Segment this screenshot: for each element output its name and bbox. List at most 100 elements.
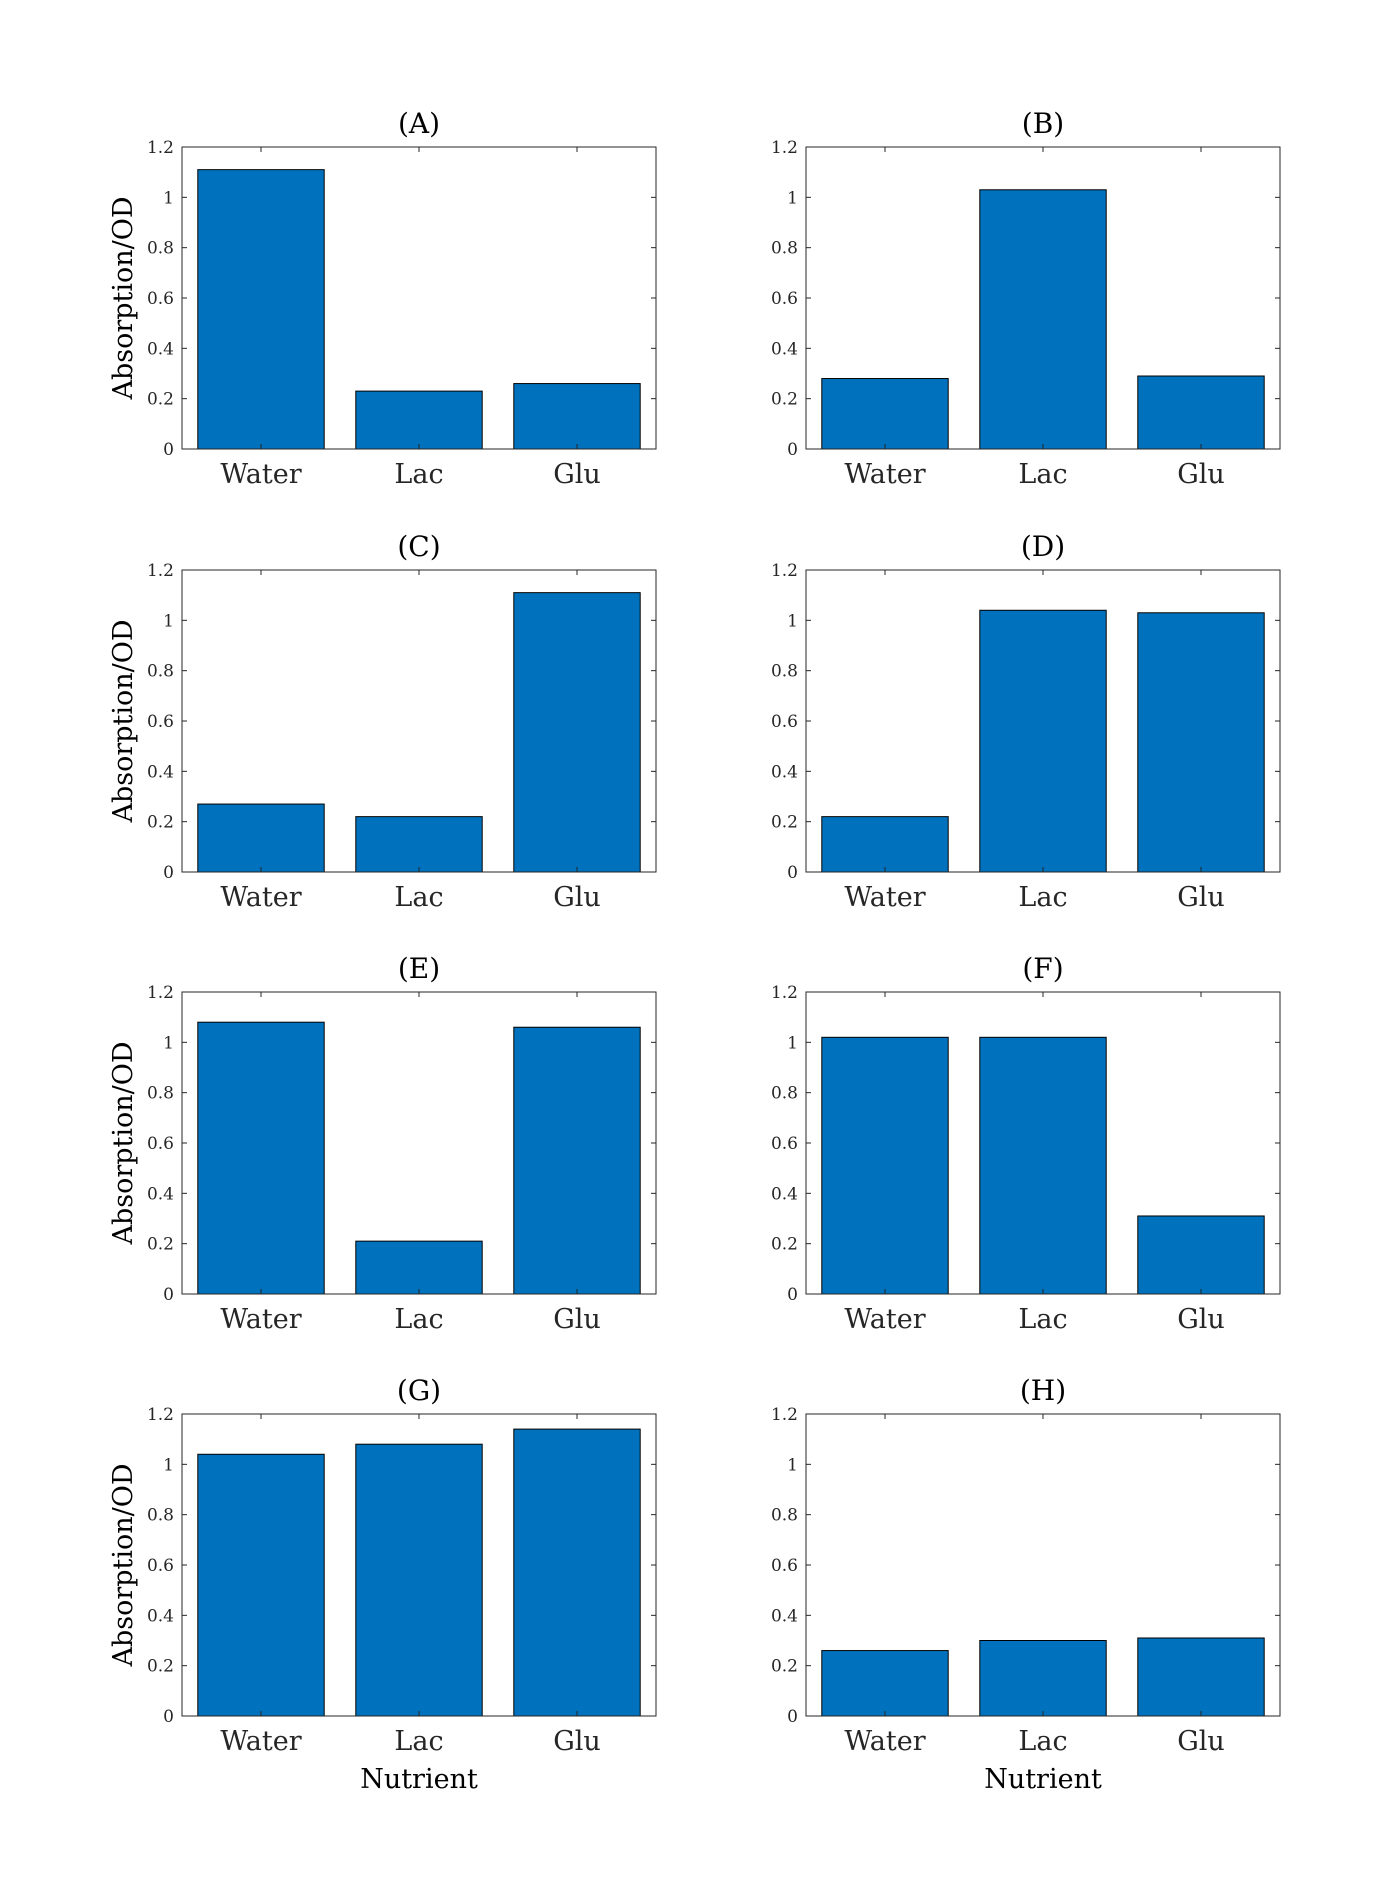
y-tick-label: 0.2 [147,1657,174,1677]
chart-title: (F) [1022,952,1063,985]
x-tick-label: Lac [394,459,443,490]
y-tick-label: 0.6 [771,712,798,732]
y-tick-label: 0.6 [771,289,798,309]
y-axis-label: Absorption/OD [108,1463,139,1667]
chart-title: (D) [1021,530,1065,563]
bar-water [822,1651,948,1716]
x-tick-label: Glu [1177,1304,1225,1335]
x-tick-label: Glu [553,882,601,913]
chart-title: (G) [397,1374,441,1407]
x-tick-label: Water [220,459,301,490]
bar-glu [514,1429,640,1716]
y-tick-label: 1.2 [771,561,798,581]
bar-water [822,817,948,872]
x-tick-label: Water [844,1304,925,1335]
x-tick-label: Lac [394,882,443,913]
chart-title: (E) [398,952,440,985]
y-tick-label: 0.4 [771,762,798,782]
y-tick-label: 0.8 [771,1084,798,1104]
y-tick-label: 0.2 [771,813,798,833]
y-tick-label: 0.8 [771,239,798,259]
bar-lac [980,610,1106,872]
bar-lac [980,190,1106,449]
y-tick-label: 1 [163,1033,174,1053]
y-tick-label: 1.2 [147,983,174,1003]
bar-water [198,1022,324,1294]
y-axis-label: Absorption/OD [108,1041,139,1245]
subplot-c: (C) 0 0.2 0.4 0.6 0.8 1 1.2 Water Lac Glu Absorptio… [108,530,656,913]
y-tick-label: 0 [787,863,798,883]
chart-title: (C) [397,530,440,563]
bar-water [822,1037,948,1294]
y-tick-label: 1.2 [147,561,174,581]
y-tick-label: 0.6 [147,289,174,309]
subplot-b: (B) 0 0.2 0.4 0.6 0.8 1 1.2 Water Lac Glu [771,107,1280,490]
y-tick-label: 0.8 [147,1506,174,1526]
x-tick-label: Glu [1177,459,1225,490]
bar-glu [514,384,640,449]
x-tick-label: Lac [394,1304,443,1335]
y-tick-label: 1 [163,611,174,631]
y-tick-label: 1.2 [771,983,798,1003]
y-axis-label: Absorption/OD [108,196,139,400]
chart-title: (H) [1020,1374,1066,1407]
y-tick-label: 1 [787,188,798,208]
x-tick-label: Lac [1018,1726,1067,1757]
bar-glu [1138,613,1264,872]
y-tick-label: 0.2 [147,813,174,833]
bar-glu [1138,1638,1264,1716]
y-tick-label: 0.8 [771,1506,798,1526]
y-tick-label: 0.6 [147,712,174,732]
y-tick-label: 1 [787,1455,798,1475]
y-tick-label: 0.2 [771,1657,798,1677]
y-tick-label: 0.4 [147,339,174,359]
bar-glu [514,593,640,872]
bar-glu [1138,376,1264,449]
y-tick-label: 1 [787,611,798,631]
x-tick-label: Glu [1177,1726,1225,1757]
x-tick-label: Glu [553,1726,601,1757]
bar-lac [980,1037,1106,1294]
y-axis-label: Absorption/OD [108,619,139,823]
bar-glu [514,1027,640,1294]
bar-lac [356,817,482,872]
x-tick-label: Glu [553,1304,601,1335]
y-tick-label: 0.6 [147,1134,174,1154]
bar-water [198,804,324,872]
y-tick-label: 0.2 [771,390,798,410]
y-tick-label: 0.2 [147,1235,174,1255]
figure: (A)00.20.40.60.811.2Water Lac GluAbsorptio… [0,0,1388,1896]
x-tick-label: Water [220,1304,301,1335]
y-tick-label: 1 [163,188,174,208]
x-tick-label: Water [220,1726,301,1757]
y-tick-label: 0.8 [147,1084,174,1104]
x-tick-label: Water [844,1726,925,1757]
y-tick-label: 0 [163,440,174,460]
y-tick-label: 0.8 [147,662,174,682]
bar-lac [356,1444,482,1716]
bar-water [198,170,324,449]
x-axis-label: Nutrient [360,1764,478,1795]
y-tick-label: 0 [787,1707,798,1727]
bar-glu [1138,1216,1264,1294]
y-tick-label: 1 [787,1033,798,1053]
x-axis-label: Nutrient [984,1764,1102,1795]
y-tick-label: 0.4 [771,339,798,359]
y-tick-label: 0 [163,1285,174,1305]
y-tick-label: 0 [787,440,798,460]
y-tick-label: 0 [163,1707,174,1727]
bar-lac [356,391,482,449]
bar-water [822,379,948,449]
y-tick-label: 0 [163,863,174,883]
y-tick-label: 0.4 [771,1184,798,1204]
bar-water [198,1454,324,1716]
subplot-e: (E) 0 0.2 0.4 0.6 0.8 1 1.2 Water Lac Glu Absorptio… [108,952,656,1335]
y-tick-label: 0.4 [771,1606,798,1626]
x-tick-label: Glu [553,459,601,490]
bar-lac [356,1241,482,1294]
x-tick-label: Water [220,882,301,913]
y-tick-label: 1 [163,1455,174,1475]
x-tick-label: Lac [1018,1304,1067,1335]
y-tick-label: 1.2 [771,138,798,158]
y-tick-label: 1.2 [147,138,174,158]
